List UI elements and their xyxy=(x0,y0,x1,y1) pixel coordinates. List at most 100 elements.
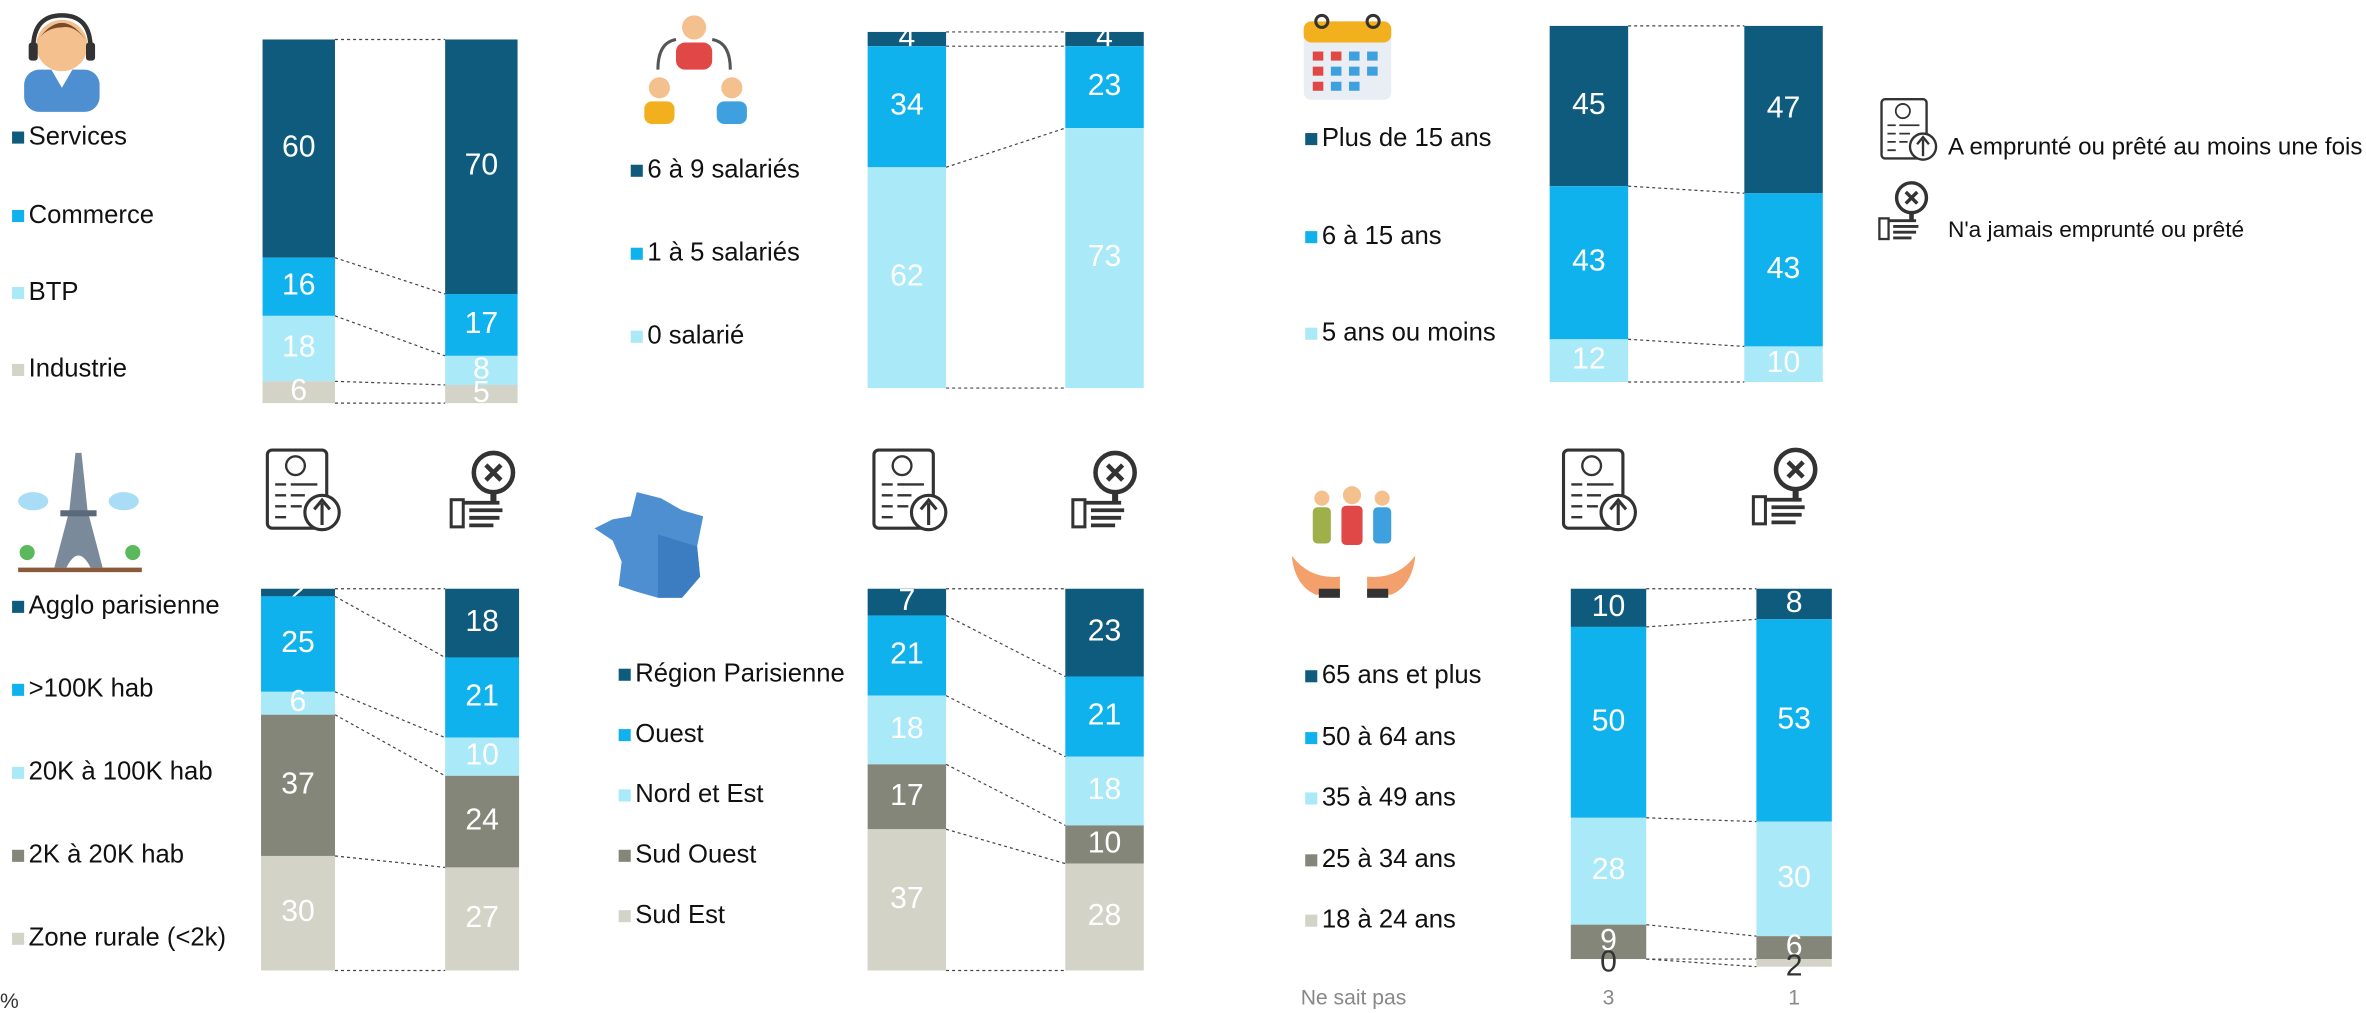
bar-segment xyxy=(261,596,335,692)
value-label: 28 xyxy=(1088,899,1122,932)
legend-swatch xyxy=(630,330,643,343)
unit-note: % xyxy=(0,990,19,1013)
value-label: 18 xyxy=(890,712,924,745)
legend-swatch xyxy=(618,849,631,862)
bar-segment xyxy=(262,381,335,404)
bar-segment xyxy=(1756,619,1832,822)
value-label: 10 xyxy=(1088,826,1122,859)
value-label: 18 xyxy=(465,605,499,638)
legend-swatch xyxy=(618,729,631,742)
value-label: 25 xyxy=(281,626,315,659)
legend-swatch xyxy=(1305,670,1318,683)
value-label: 21 xyxy=(890,638,924,671)
value-label: 6 xyxy=(290,374,307,407)
icon-borrowed xyxy=(1561,448,1638,532)
footnote-label: Ne sait pas xyxy=(1301,987,1407,1010)
bar-segment xyxy=(262,315,335,382)
legend-label: 6 à 15 ans xyxy=(1322,222,1442,250)
connector xyxy=(1646,817,1757,823)
connector xyxy=(945,127,1066,168)
legend-swatch xyxy=(1305,231,1318,244)
legend-label: Nord et Est xyxy=(635,780,763,808)
bar-segment xyxy=(1570,924,1647,960)
bar-segment xyxy=(867,615,947,696)
icon-france xyxy=(594,492,704,598)
value-label: 7 xyxy=(898,584,915,617)
bar-segment xyxy=(262,257,335,316)
legend-label: Sud Ouest xyxy=(635,841,756,869)
connector xyxy=(334,315,446,357)
legend-swatch xyxy=(12,600,25,613)
bar-segment xyxy=(1570,626,1647,818)
connector xyxy=(334,855,446,869)
bar-segment xyxy=(1756,936,1832,960)
value-label: 27 xyxy=(465,901,499,934)
value-label: 43 xyxy=(1767,252,1801,285)
value-label: 10 xyxy=(465,739,499,772)
legend-label: A emprunté ou prêté au moins une fois xyxy=(1948,134,2362,161)
bar-segment xyxy=(445,775,520,868)
bar-segment xyxy=(867,46,947,168)
bar-segment xyxy=(262,39,335,258)
bar-segment xyxy=(867,695,947,765)
connector xyxy=(1628,185,1745,194)
connector xyxy=(945,695,1066,758)
icon-ages xyxy=(1291,486,1416,598)
legend-label: Agglo parisienne xyxy=(29,592,220,620)
footnote-value: 1 xyxy=(1788,987,1800,1010)
value-label: 6 xyxy=(290,685,307,718)
value-label: 18 xyxy=(282,331,316,364)
bar-segment xyxy=(1065,46,1144,129)
connector xyxy=(945,828,1066,865)
value-label: 2 xyxy=(1786,949,1803,982)
legend-label: Ouest xyxy=(635,720,703,748)
bar-segment xyxy=(1570,588,1647,627)
value-label: 37 xyxy=(890,882,924,915)
connector xyxy=(334,691,446,739)
value-label: 10 xyxy=(1767,346,1801,379)
connector xyxy=(945,763,1066,826)
connector xyxy=(1628,338,1745,348)
icon-call-center xyxy=(24,13,100,112)
legend-label: Plus de 15 ans xyxy=(1322,124,1492,152)
legend-swatch xyxy=(12,932,25,945)
legend-swatch xyxy=(618,668,631,681)
value-label: 62 xyxy=(890,260,924,293)
legend-label: Commerce xyxy=(29,201,154,229)
value-label: 17 xyxy=(890,779,924,812)
legend-label: 0 salarié xyxy=(647,322,744,350)
icon-eiffel xyxy=(18,452,142,573)
legend-label: Zone rurale (<2k) xyxy=(29,924,226,952)
bar-segment xyxy=(867,167,947,389)
value-label: 8 xyxy=(473,352,490,385)
value-label: 4 xyxy=(1096,21,1113,54)
value-label: 0 xyxy=(1600,946,1617,979)
icon-borrowed xyxy=(872,448,948,532)
value-label: 43 xyxy=(1572,245,1606,278)
legend-label: Région Parisienne xyxy=(635,660,845,688)
value-label: 45 xyxy=(1572,88,1606,121)
connector xyxy=(334,595,446,658)
value-label: 8 xyxy=(1786,586,1803,619)
icon-never xyxy=(1753,450,1815,524)
value-label: 37 xyxy=(281,767,315,800)
connector xyxy=(1646,958,1757,968)
bar-segment xyxy=(1065,588,1144,677)
legend-label: 6 à 9 salariés xyxy=(647,156,800,184)
footnote-value: 3 xyxy=(1603,987,1615,1010)
bar-segment xyxy=(1744,25,1823,194)
bar-segment xyxy=(1065,863,1144,971)
legend-swatch xyxy=(1305,914,1318,927)
icon-never xyxy=(1073,453,1135,527)
legend-label: 5 ans ou moins xyxy=(1322,319,1496,347)
bar-segment xyxy=(1549,25,1629,187)
legend-icon-borrowed xyxy=(1880,97,1938,161)
legend-label: 50 à 64 ans xyxy=(1322,723,1456,751)
legend-swatch xyxy=(12,363,25,376)
value-label: 9 xyxy=(1600,924,1617,957)
bar-segment xyxy=(261,714,335,856)
legend-swatch xyxy=(630,247,643,260)
value-label: 23 xyxy=(1088,69,1122,102)
value-label: 18 xyxy=(1088,773,1122,806)
legend-swatch xyxy=(1305,327,1318,340)
